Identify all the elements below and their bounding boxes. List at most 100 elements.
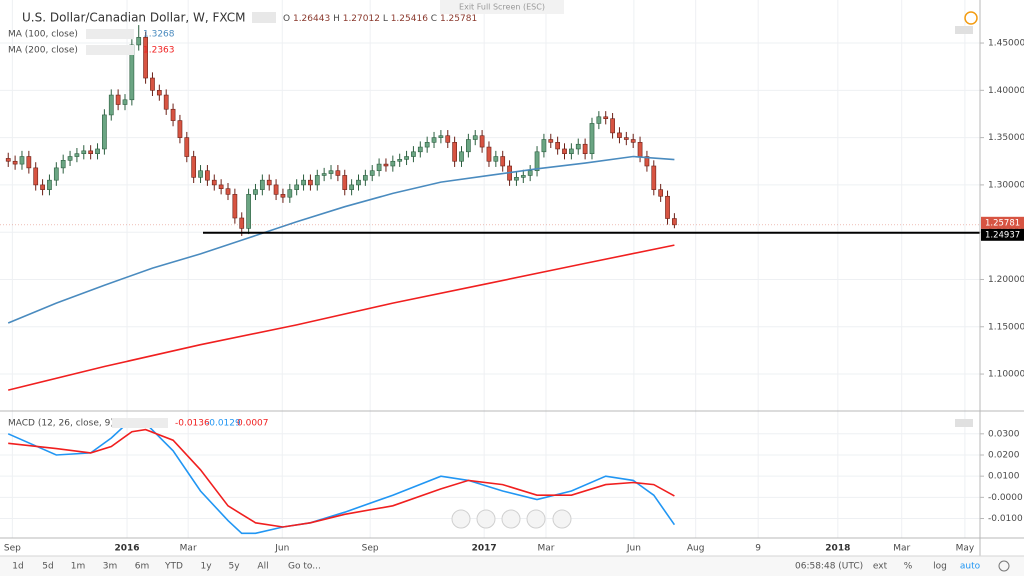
range-button[interactable]: 6m	[135, 562, 150, 572]
x-tick-label: 9	[755, 544, 761, 554]
range-button[interactable]: 1y	[200, 562, 212, 572]
legend-buttons[interactable]	[112, 418, 168, 428]
candle-body	[630, 139, 636, 143]
candle-body	[349, 184, 354, 190]
ohlc-legend: O 1.26443 H 1.27012 L 1.25416 C 1.25781	[283, 14, 477, 24]
candle-body	[459, 151, 464, 162]
candle-body	[651, 165, 657, 190]
alert-icon[interactable]	[964, 11, 978, 25]
candle-body	[102, 114, 107, 150]
ohlc-label: L	[383, 14, 388, 24]
scale-option[interactable]: %	[904, 562, 913, 572]
y-tick-label: 1.10000	[988, 370, 1024, 380]
scale-option[interactable]: ext	[873, 562, 888, 572]
candle-body	[232, 194, 238, 219]
candle-body	[596, 116, 602, 124]
candle-body	[610, 118, 615, 134]
goto-button[interactable]: Go to...	[288, 562, 321, 572]
pane-buttons[interactable]	[955, 26, 973, 34]
candle-body	[548, 139, 554, 143]
range-button[interactable]: 1m	[71, 562, 86, 572]
candle-body	[404, 156, 409, 160]
y-tick-label: 0.0300	[988, 429, 1020, 439]
ohlc-label: O	[283, 14, 290, 24]
scroll-right[interactable]	[552, 509, 572, 529]
candle-body	[555, 142, 561, 150]
candle-body	[342, 175, 348, 190]
candle-body	[438, 135, 444, 138]
candle-body	[575, 143, 581, 150]
ohlc-label: C	[431, 14, 437, 24]
price-tag-label: 1.24937	[985, 230, 1020, 240]
settings-icon[interactable]	[998, 560, 1010, 572]
candle-body	[314, 175, 320, 186]
pane-buttons[interactable]	[955, 419, 973, 427]
candle-body	[397, 159, 403, 162]
ohlc-value: 1.25781	[440, 14, 477, 24]
zoom-in[interactable]	[526, 509, 546, 529]
candle-body	[445, 135, 451, 143]
candle-body	[81, 150, 87, 154]
range-button[interactable]: 5y	[228, 562, 240, 572]
exit-fullscreen-bg[interactable]	[440, 0, 564, 14]
scale-option[interactable]: auto	[960, 562, 981, 572]
price-tag-label: 1.25781	[985, 218, 1020, 228]
candle-body	[589, 123, 595, 154]
candle-body	[225, 188, 231, 195]
scale-option[interactable]: log	[933, 562, 947, 572]
legend-buttons[interactable]	[252, 12, 276, 23]
range-button[interactable]: 5d	[42, 562, 53, 572]
scroll-left[interactable]	[451, 509, 471, 529]
legend-buttons[interactable]	[86, 45, 134, 55]
candle-body	[520, 175, 526, 178]
candle-body	[253, 189, 258, 195]
candle-body	[321, 173, 327, 176]
reset[interactable]	[501, 509, 521, 529]
legend-entry: MA (100, close)	[8, 30, 78, 40]
candle-body	[26, 156, 32, 169]
candle-body	[47, 179, 52, 190]
chart-title: U.S. Dollar/Canadian Dollar, W, FXCM	[22, 11, 245, 25]
candle-body	[156, 90, 162, 96]
axes: 1.100001.150001.200001.250001.300001.350…	[4, 39, 1024, 554]
y-tick-label: 0.0200	[988, 450, 1020, 460]
range-button[interactable]: 3m	[103, 562, 118, 572]
y-tick-label: -0.0000	[988, 493, 1023, 503]
candle-body	[383, 163, 389, 167]
candle-body	[514, 177, 519, 181]
candle-body	[12, 160, 18, 165]
exit-fullscreen[interactable]: Exit Full Screen (ESC)	[459, 3, 545, 12]
y-tick-label: 1.15000	[988, 322, 1024, 332]
y-tick-label: 1.35000	[988, 133, 1024, 143]
range-button[interactable]: 1d	[12, 562, 23, 572]
candle-body	[150, 77, 155, 91]
price-tag	[981, 228, 1024, 241]
candle-body	[665, 195, 670, 219]
candle-body	[95, 148, 100, 154]
candle-body	[211, 179, 217, 186]
candle-body	[129, 44, 135, 101]
x-tick-label: Mar	[893, 544, 910, 554]
candle-body	[177, 120, 183, 138]
legend-buttons[interactable]	[86, 29, 134, 39]
candle-body	[637, 142, 643, 157]
zoom-out[interactable]	[476, 509, 496, 529]
price-tag	[981, 216, 1024, 229]
range-button[interactable]: All	[257, 562, 268, 572]
range-button[interactable]: YTD	[164, 562, 183, 572]
candle-body	[424, 142, 430, 148]
candle-body	[672, 218, 677, 226]
candle-body	[411, 151, 416, 157]
x-tick-label: Sep	[362, 544, 379, 554]
candle-body	[562, 148, 567, 154]
candle-body	[582, 143, 588, 154]
candle-body	[74, 153, 80, 157]
x-tick-label: Mar	[180, 544, 197, 554]
candle-body	[527, 170, 533, 176]
candle-body	[534, 151, 540, 172]
legend-value: -0.0129	[206, 419, 241, 429]
y-tick-label: 0.0100	[988, 472, 1020, 482]
candle-body	[67, 156, 73, 161]
